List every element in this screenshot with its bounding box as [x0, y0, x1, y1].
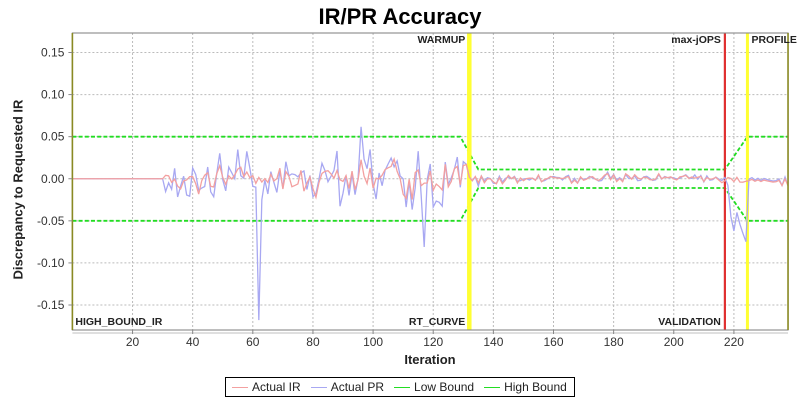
svg-text:RT_CURVE: RT_CURVE: [409, 316, 465, 328]
svg-text:WARMUP: WARMUP: [417, 34, 465, 46]
svg-text:HIGH_BOUND_IR: HIGH_BOUND_IR: [75, 316, 162, 328]
svg-text:-0.10: -0.10: [37, 256, 65, 270]
svg-text:100: 100: [363, 335, 383, 349]
svg-text:200: 200: [664, 335, 684, 349]
svg-text:140: 140: [483, 335, 503, 349]
svg-text:-0.05: -0.05: [37, 214, 65, 228]
svg-text:-0.15: -0.15: [37, 298, 65, 312]
svg-text:80: 80: [306, 335, 320, 349]
svg-text:0.10: 0.10: [41, 88, 65, 102]
svg-text:20: 20: [126, 335, 140, 349]
svg-text:160: 160: [543, 335, 563, 349]
svg-text:0.05: 0.05: [41, 130, 65, 144]
svg-text:180: 180: [604, 335, 624, 349]
svg-text:max-jOPS: max-jOPS: [671, 34, 721, 46]
svg-text:0.00: 0.00: [41, 172, 65, 186]
svg-text:PROFILE: PROFILE: [751, 34, 797, 46]
svg-text:VALIDATION: VALIDATION: [658, 316, 721, 328]
svg-text:120: 120: [423, 335, 443, 349]
svg-text:0.15: 0.15: [41, 46, 65, 60]
svg-text:40: 40: [186, 335, 200, 349]
svg-text:60: 60: [246, 335, 260, 349]
svg-text:220: 220: [724, 335, 744, 349]
